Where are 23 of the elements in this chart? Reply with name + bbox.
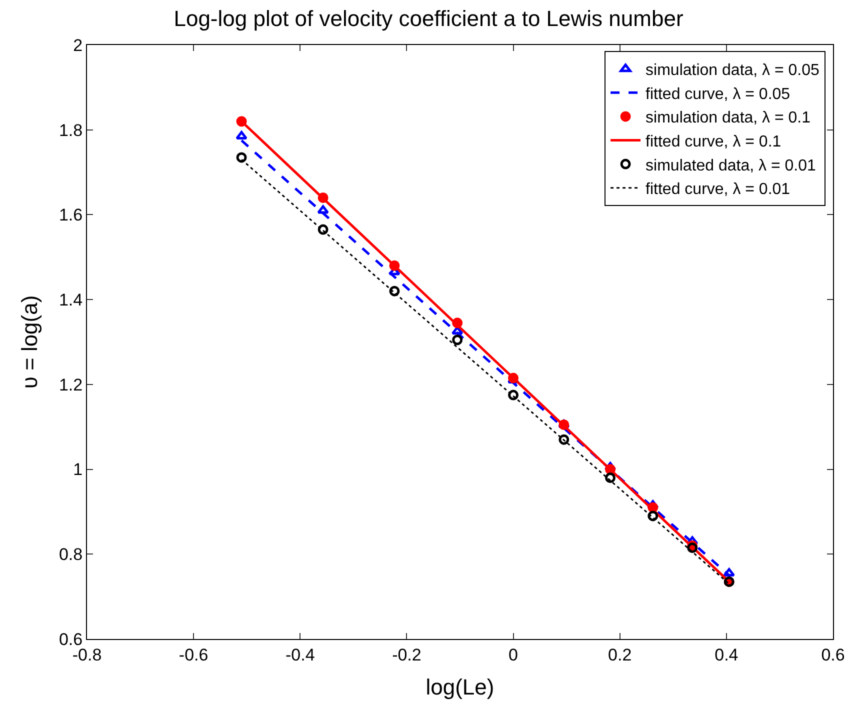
y-tick-label: 0.8 <box>58 545 83 564</box>
y-axis-title: υ = log(a) <box>16 295 42 389</box>
x-tick-label: 0.4 <box>714 645 738 664</box>
legend-label: simulation data, λ = 0.05 <box>646 62 820 80</box>
y-tick-label: 1.4 <box>58 290 83 310</box>
y-tick-label: 2 <box>73 36 83 55</box>
y-tick-label: 1.6 <box>58 206 83 225</box>
legend-label: simulation data, λ = 0.1 <box>646 110 811 127</box>
chart-title: Log-log plot of velocity coefficient a to Lewis number <box>174 6 684 32</box>
x-tick-label: -0.6 <box>178 645 208 664</box>
x-tick-label: 0.6 <box>821 645 845 664</box>
y-tick-label: 1.8 <box>58 120 83 140</box>
x-tick-label: 0 <box>508 645 518 664</box>
y-tick-label: 1 <box>73 460 83 480</box>
x-tick-label: 0.2 <box>608 645 632 664</box>
legend-label: fitted curve, λ = 0.1 <box>646 133 782 150</box>
y-tick-label: 1.2 <box>58 375 83 394</box>
legend-label: simulated data, λ = 0.01 <box>646 157 816 174</box>
x-axis-title: log(Le) <box>426 674 494 700</box>
x-tick-label: -0.4 <box>285 645 315 664</box>
legend-label: fitted curve, λ = 0.05 <box>646 86 790 103</box>
x-tick-label: -0.2 <box>392 645 422 664</box>
legend-label: fitted curve, λ = 0.01 <box>646 181 790 198</box>
